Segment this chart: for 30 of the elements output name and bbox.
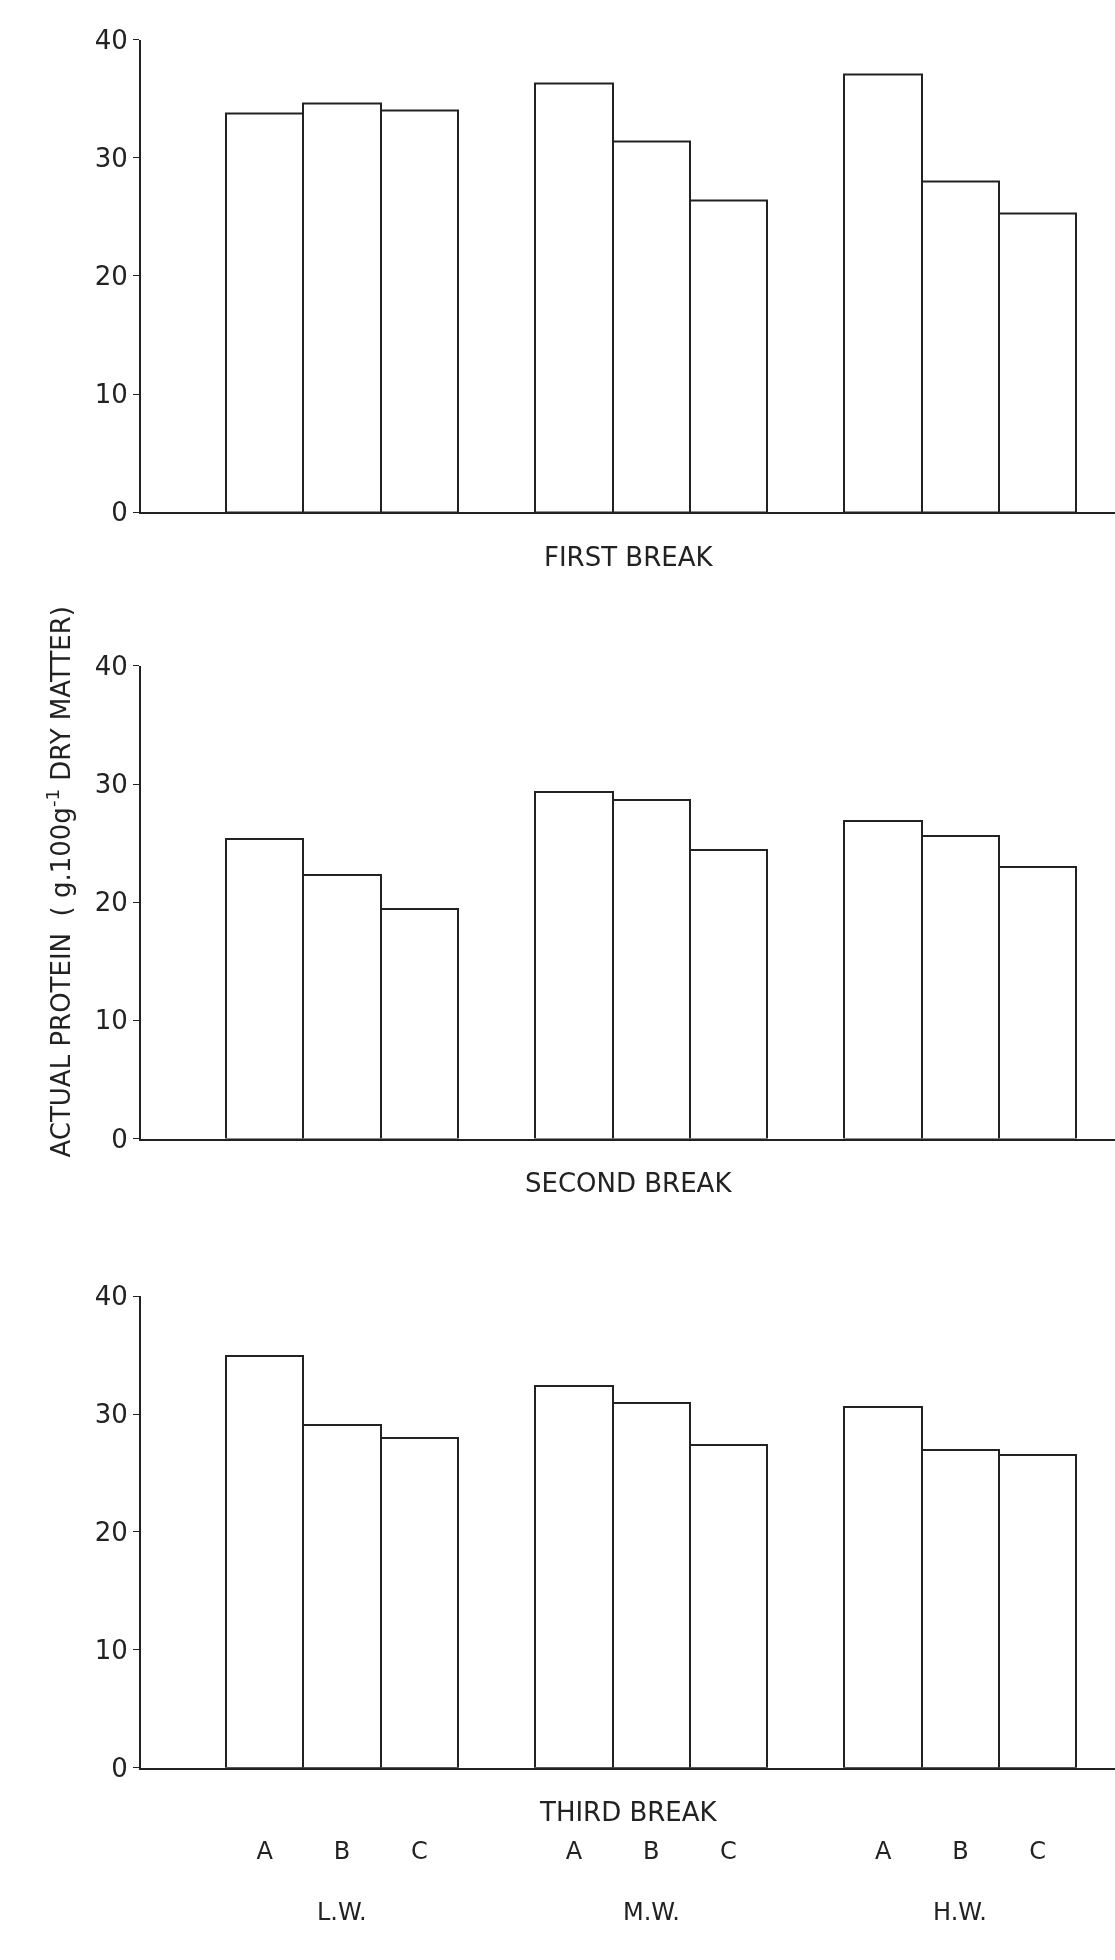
x-tick-label: C xyxy=(410,1836,428,1865)
text: M.W. xyxy=(623,1898,680,1926)
x-tick-label: A xyxy=(874,1836,892,1865)
y-tick-label: 30 xyxy=(94,1399,128,1430)
y-tick-label: 30 xyxy=(94,142,128,173)
y-tick-label: 0 xyxy=(111,1123,128,1154)
text: L.W. xyxy=(317,1898,367,1926)
y-tick-label: 20 xyxy=(94,887,128,918)
x-tick-label: A xyxy=(256,1836,274,1865)
y-tick-label: 30 xyxy=(94,769,128,800)
y-tick-label: 10 xyxy=(94,379,128,410)
y-tick-label: 0 xyxy=(111,1752,128,1783)
y-tick-label: 10 xyxy=(94,1005,128,1036)
y-tick-label: 10 xyxy=(94,1634,128,1665)
x-axis-title: SECOND BREAK xyxy=(525,1168,733,1198)
text: H.W. xyxy=(933,1898,987,1926)
y-tick-label: 20 xyxy=(94,1517,128,1548)
x-tick-label: A xyxy=(565,1836,583,1865)
x-tick-label: C xyxy=(720,1836,737,1865)
x-axis-title: FIRST BREAK xyxy=(544,542,714,572)
y-tick-label: 40 xyxy=(94,24,128,55)
x-axis-title: THIRD BREAK xyxy=(539,1797,718,1827)
y-tick-label: 0 xyxy=(111,497,128,528)
y-tick-label: 40 xyxy=(94,1281,128,1312)
x-tick-label: B xyxy=(952,1836,969,1865)
x-tick-label: B xyxy=(642,1836,660,1865)
x-tick-label: C xyxy=(1029,1836,1047,1865)
y-tick-label: 20 xyxy=(94,261,128,292)
y-tick-label: 40 xyxy=(94,650,128,681)
x-tick-label: B xyxy=(333,1836,351,1865)
